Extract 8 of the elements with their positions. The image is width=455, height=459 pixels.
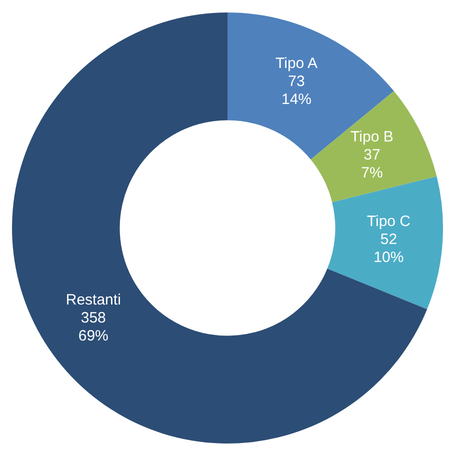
slice-label: Tipo C: [366, 212, 411, 230]
slice-label: Restanti: [66, 291, 121, 308]
data-label: 37 7%: [361, 146, 383, 182]
data-label: 52 10%: [374, 230, 404, 266]
data-label: 73 14%: [281, 72, 312, 108]
data-label: 358 69%: [78, 309, 108, 344]
slice-label: Tipo B: [350, 128, 394, 146]
slice-label: Tipo A: [276, 54, 318, 72]
